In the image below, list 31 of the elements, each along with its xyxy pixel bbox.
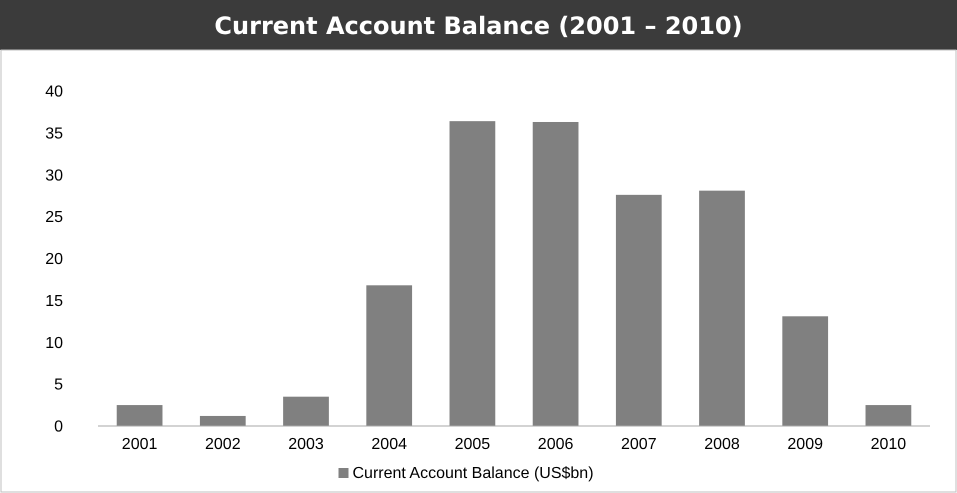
bar: [699, 190, 745, 426]
y-tick-label: 10: [45, 334, 64, 352]
x-tick-label: 2004: [371, 436, 408, 453]
bar: [532, 122, 578, 426]
chart-title: Current Account Balance (2001 – 2010): [214, 12, 743, 40]
bar: [366, 285, 412, 426]
y-tick-label: 40: [45, 84, 64, 101]
y-tick-label: 25: [45, 209, 64, 226]
y-tick-label: 5: [54, 376, 64, 394]
y-tick-label: 20: [45, 251, 64, 268]
x-tick-label: 2001: [122, 436, 158, 453]
y-tick-label: 30: [45, 167, 64, 184]
x-tick-label: 2010: [870, 436, 906, 453]
bar: [200, 416, 246, 426]
x-tick-label: 2002: [205, 436, 241, 453]
bar: [116, 405, 162, 426]
bar: [283, 396, 329, 426]
y-tick-label: 35: [45, 125, 64, 142]
y-tick-label: 0: [54, 418, 64, 436]
x-tick-label: 2008: [704, 436, 740, 453]
y-tick-label: 15: [45, 292, 64, 310]
x-tick-label: 2009: [787, 436, 824, 453]
bar: [616, 194, 662, 426]
legend-label: Current Account Balance (US$bn): [352, 465, 594, 482]
bar: [866, 405, 912, 426]
x-tick-label: 2007: [621, 436, 657, 453]
x-tick-label: 2005: [454, 436, 490, 453]
bar: [450, 121, 496, 426]
x-tick-label: 2006: [538, 436, 574, 453]
x-tick-label: 2003: [288, 436, 324, 453]
bar: [782, 316, 828, 426]
